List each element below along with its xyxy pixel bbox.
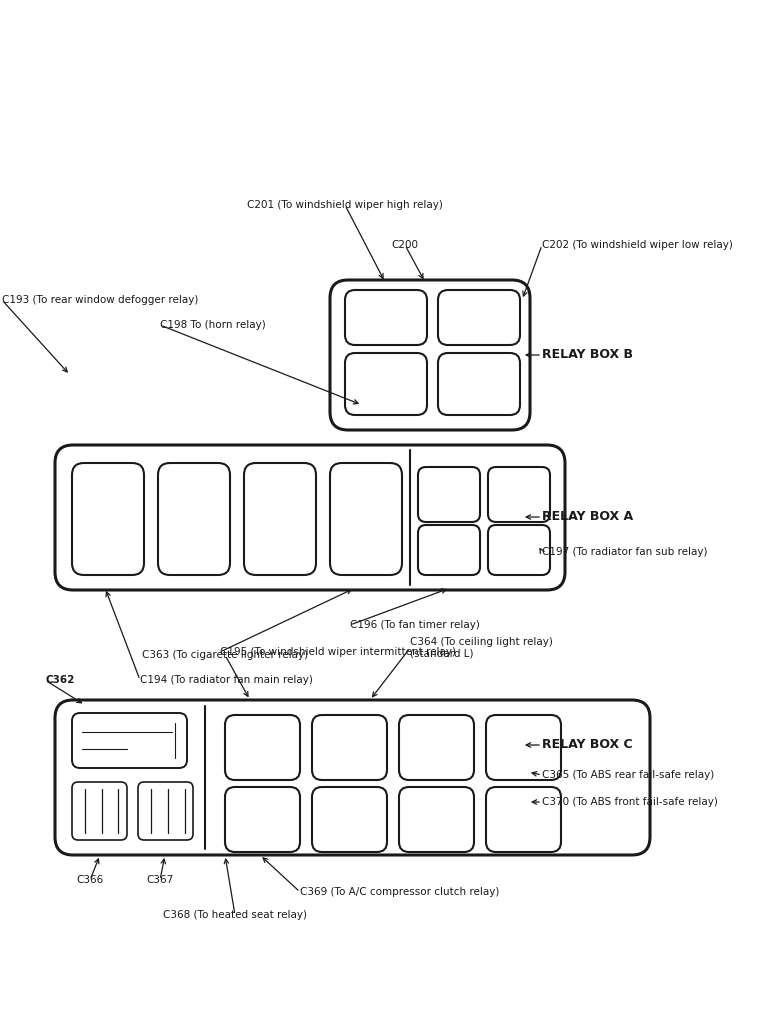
- Text: C196 (To fan timer relay): C196 (To fan timer relay): [350, 620, 480, 630]
- Text: C201 (To windshield wiper high relay): C201 (To windshield wiper high relay): [247, 200, 443, 210]
- FancyBboxPatch shape: [312, 715, 387, 780]
- Text: C366: C366: [77, 875, 104, 885]
- FancyBboxPatch shape: [399, 715, 474, 780]
- Text: C200: C200: [391, 240, 418, 250]
- Text: C362: C362: [45, 675, 74, 685]
- FancyBboxPatch shape: [418, 467, 480, 522]
- FancyBboxPatch shape: [418, 525, 480, 575]
- FancyBboxPatch shape: [330, 280, 530, 430]
- FancyBboxPatch shape: [438, 290, 520, 345]
- Text: C194 (To radiator fan main relay): C194 (To radiator fan main relay): [140, 675, 313, 685]
- FancyBboxPatch shape: [72, 713, 187, 768]
- FancyBboxPatch shape: [158, 463, 230, 575]
- FancyBboxPatch shape: [72, 463, 144, 575]
- Text: C364 (To ceiling light relay)
(standard L): C364 (To ceiling light relay) (standard …: [410, 637, 553, 659]
- FancyBboxPatch shape: [488, 467, 550, 522]
- FancyBboxPatch shape: [225, 787, 300, 852]
- Text: RELAY BOX B: RELAY BOX B: [542, 348, 633, 362]
- Text: C198 To (horn relay): C198 To (horn relay): [160, 320, 266, 330]
- FancyBboxPatch shape: [486, 715, 561, 780]
- FancyBboxPatch shape: [438, 354, 520, 415]
- Text: C197 (To radiator fan sub relay): C197 (To radiator fan sub relay): [542, 547, 707, 557]
- FancyBboxPatch shape: [72, 782, 127, 840]
- FancyBboxPatch shape: [138, 782, 193, 840]
- Text: C365 (To ABS rear fail-safe relay): C365 (To ABS rear fail-safe relay): [542, 770, 714, 780]
- FancyBboxPatch shape: [244, 463, 316, 575]
- Text: RELAY BOX A: RELAY BOX A: [542, 510, 633, 523]
- FancyBboxPatch shape: [330, 463, 402, 575]
- Text: C368 (To heated seat relay): C368 (To heated seat relay): [163, 910, 307, 920]
- FancyBboxPatch shape: [486, 787, 561, 852]
- Text: C363 (To cigarette lighter relay): C363 (To cigarette lighter relay): [142, 650, 308, 660]
- Text: C193 (To rear window defogger relay): C193 (To rear window defogger relay): [2, 295, 199, 305]
- Text: C195 (To windshield wiper intermittent relay): C195 (To windshield wiper intermittent r…: [220, 647, 456, 656]
- FancyBboxPatch shape: [312, 787, 387, 852]
- FancyBboxPatch shape: [488, 525, 550, 575]
- Text: C202 (To windshield wiper low relay): C202 (To windshield wiper low relay): [542, 240, 733, 250]
- FancyBboxPatch shape: [55, 445, 565, 590]
- FancyBboxPatch shape: [225, 715, 300, 780]
- Text: RELAY BOX C: RELAY BOX C: [542, 738, 632, 751]
- Text: C369 (To A/C compressor clutch relay): C369 (To A/C compressor clutch relay): [300, 887, 499, 897]
- FancyBboxPatch shape: [55, 700, 650, 855]
- Text: C367: C367: [146, 875, 174, 885]
- Text: C370 (To ABS front fail-safe relay): C370 (To ABS front fail-safe relay): [542, 797, 718, 807]
- FancyBboxPatch shape: [399, 787, 474, 852]
- FancyBboxPatch shape: [345, 354, 427, 415]
- FancyBboxPatch shape: [345, 290, 427, 345]
